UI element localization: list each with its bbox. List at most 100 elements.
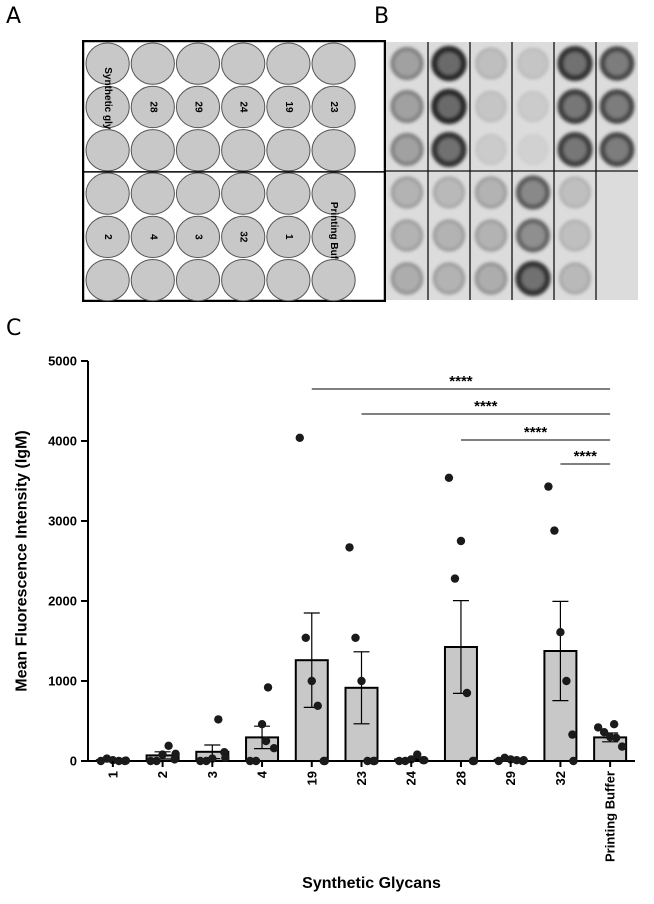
scan-spot [390,176,424,209]
scan-spot [559,176,591,209]
array-spot [85,85,130,129]
scan-spot [515,260,551,297]
array-spot [175,129,221,172]
scan-spot [517,90,549,123]
data-point [357,676,366,686]
data-point [301,633,310,642]
scan-spot [390,132,424,167]
array-spot [311,215,356,259]
data-point [395,756,404,766]
array-spot [85,172,130,215]
array-spot [221,85,266,129]
spot-label: Synthetic glycan [102,67,113,146]
data-point [164,741,173,750]
scan-spot [517,133,549,166]
scan-spot [431,131,467,168]
x-tick-label: 23 [354,771,369,785]
y-tick-label: 1000 [48,674,77,689]
array-spot [130,85,175,129]
scan-spot [431,88,467,125]
data-point [152,756,161,766]
data-point [320,756,329,766]
data-point [251,756,261,766]
spot-label: 29 [193,101,204,113]
spot-label: 28 [147,101,158,113]
y-tick-label: 0 [70,754,77,769]
array-spot [175,172,221,215]
array-layout-diagram: Synthetic glycan 28 29 24 19 232 4 3 32 1 Printing… [82,40,386,302]
array-spot [311,129,356,172]
array-spot [266,129,311,172]
data-point [345,543,354,552]
x-axis-title: Synthetic Glycans [302,875,441,892]
spot-label: 23 [328,101,339,113]
data-point [609,720,619,729]
array-spot [221,215,266,259]
x-tick-label: 1 [105,771,120,778]
spot-label: 32 [238,231,249,243]
scan-spot [557,89,593,124]
scan-spot [516,218,550,253]
data-point [544,482,553,491]
scan-spot [559,219,591,252]
data-point [196,756,205,766]
data-point [295,433,304,442]
significance-label: **** [474,398,498,415]
array-spot [85,129,130,172]
y-tick-label: 2000 [48,594,77,609]
panel-label-c: C [6,316,22,341]
array-spot [130,215,175,259]
x-tick-label: 29 [503,771,518,785]
scan-spot [558,262,592,295]
array-spot [175,259,221,302]
data-point [556,628,565,637]
array-spot [266,85,311,129]
array-spot [266,172,311,215]
data-point [263,683,273,692]
data-point [214,715,223,724]
array-spot [130,259,175,302]
scan-spot [474,176,508,209]
array-spot [266,42,311,85]
x-tick-label: 3 [205,771,220,778]
data-point [171,749,180,758]
array-spot [266,259,311,302]
data-point [519,756,528,765]
y-axis-title: Mean Fluorescence Intensity (IgM) [14,430,31,691]
data-point [121,756,131,765]
spot-label: 4 [147,234,158,240]
data-point [569,756,578,766]
data-point [370,756,379,766]
data-point [114,756,124,766]
scan-spot [390,46,424,81]
data-point [420,756,429,765]
spot-label: 2 [102,234,113,240]
x-tick-label: Printing Buffer [603,771,618,862]
data-point [550,526,559,535]
data-point [599,728,609,737]
data-point [617,742,627,751]
data-point [257,720,267,729]
scan-spot [599,89,635,124]
data-point [456,536,466,546]
scan-spot [517,47,549,80]
scan-spot [390,219,424,252]
data-point [261,736,271,746]
scan-spot [474,219,508,252]
data-point [450,574,460,583]
array-spot [175,42,221,85]
spot-label: 24 [238,101,249,113]
array-spot [221,129,266,172]
significance-label: **** [574,448,598,465]
array-spot [221,259,266,302]
data-point [208,754,217,763]
data-point [363,756,372,766]
significance-label: **** [449,373,473,390]
array-spot [175,215,221,259]
data-point [444,473,454,482]
scan-spot [474,262,508,295]
panel-label-a: A [6,4,22,29]
data-point [469,756,479,766]
y-tick-label: 5000 [48,354,77,369]
array-spot [85,259,130,302]
